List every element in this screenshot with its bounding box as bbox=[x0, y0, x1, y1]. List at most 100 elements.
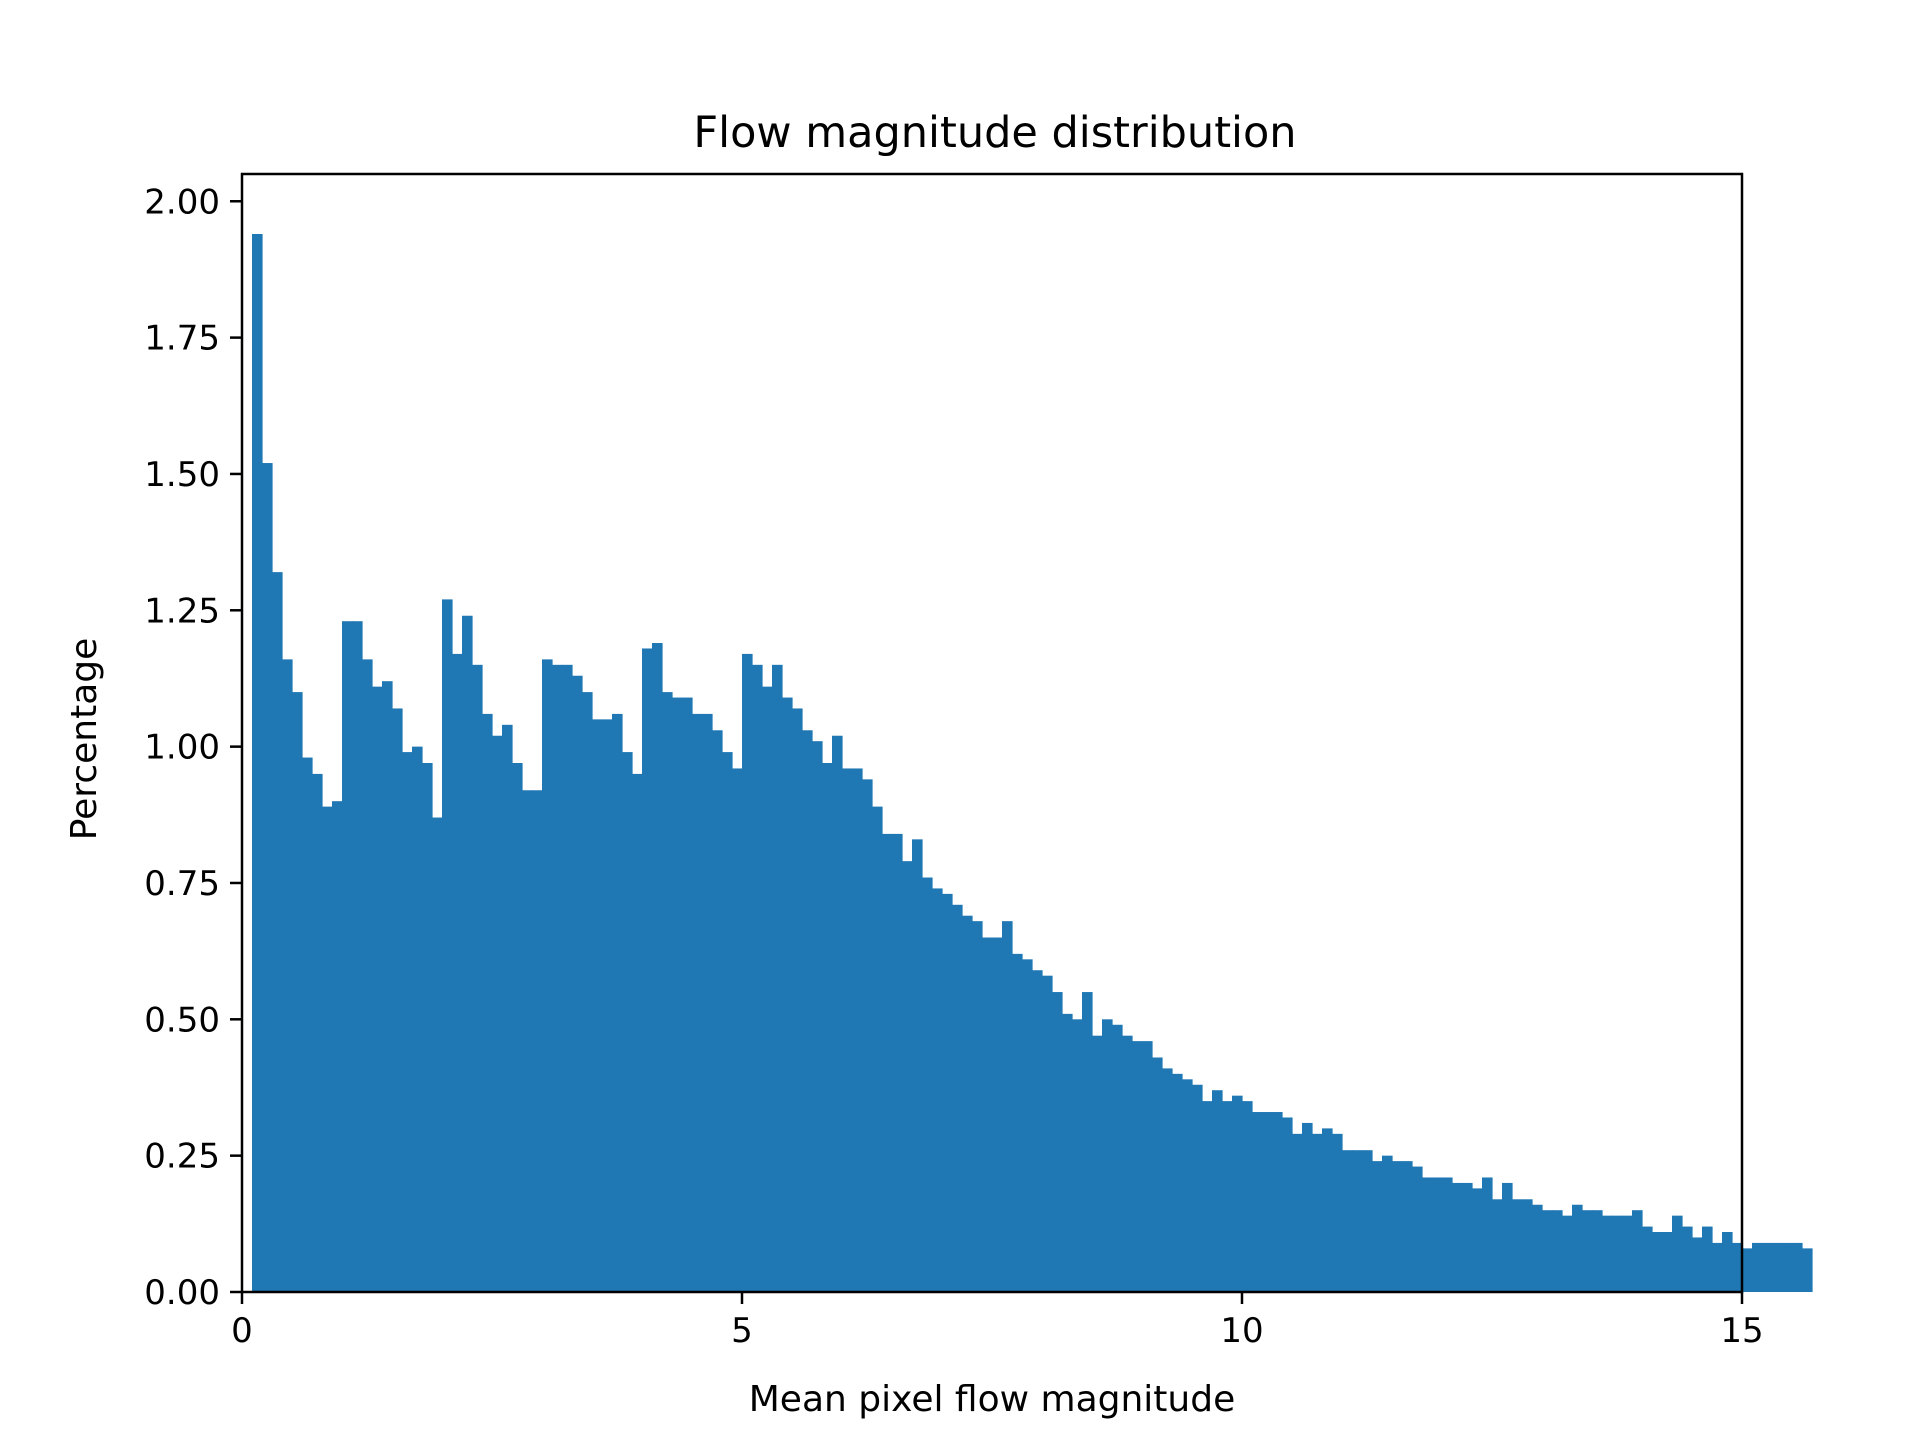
histogram-bar bbox=[652, 643, 663, 1292]
histogram-bar bbox=[1552, 1210, 1563, 1292]
histogram-bar bbox=[972, 921, 983, 1292]
histogram-bar bbox=[1012, 953, 1023, 1292]
histogram-bar bbox=[1522, 1199, 1533, 1292]
histogram-bar bbox=[342, 621, 353, 1292]
histogram-bar bbox=[1422, 1177, 1433, 1292]
x-tick-label: 10 bbox=[1220, 1311, 1263, 1351]
histogram-bar bbox=[922, 877, 933, 1292]
histogram-bar bbox=[532, 790, 543, 1292]
histogram-bar bbox=[1612, 1215, 1623, 1292]
histogram-bar bbox=[682, 697, 693, 1292]
histogram-bar bbox=[672, 697, 683, 1292]
histogram-bar bbox=[1492, 1199, 1503, 1292]
histogram-bar bbox=[622, 752, 633, 1292]
histogram-bar bbox=[372, 686, 383, 1292]
histogram-bar bbox=[312, 773, 323, 1292]
y-tick-label: 2.00 bbox=[144, 182, 220, 222]
y-tick-label: 1.00 bbox=[144, 728, 220, 768]
histogram-bar bbox=[592, 719, 603, 1292]
y-tick-label: 0.50 bbox=[144, 1000, 220, 1040]
histogram-bar bbox=[1582, 1210, 1593, 1292]
histogram-bar bbox=[952, 904, 963, 1292]
histogram-bar bbox=[462, 615, 473, 1292]
histogram-bar bbox=[1442, 1177, 1453, 1292]
histogram-bar bbox=[1142, 1041, 1153, 1292]
histogram-bar bbox=[602, 719, 613, 1292]
histogram-bar bbox=[1052, 992, 1063, 1292]
histogram-bar bbox=[1602, 1215, 1613, 1292]
histogram-bar bbox=[692, 713, 703, 1292]
histogram-bar bbox=[422, 763, 433, 1292]
histogram-bar bbox=[1002, 921, 1013, 1292]
histogram-bar bbox=[272, 572, 283, 1292]
histogram-bar bbox=[1172, 1073, 1183, 1292]
histogram-bar bbox=[712, 730, 723, 1292]
chart-title: Flow magnitude distribution bbox=[693, 108, 1296, 158]
histogram-bar bbox=[452, 653, 463, 1292]
histogram-bar bbox=[1662, 1232, 1673, 1292]
histogram-bar bbox=[542, 659, 553, 1292]
histogram-bar bbox=[352, 621, 363, 1292]
x-tick-label: 0 bbox=[231, 1311, 253, 1351]
histogram-bar bbox=[1702, 1226, 1713, 1292]
histogram-bar bbox=[1642, 1226, 1653, 1292]
histogram-bar bbox=[902, 861, 913, 1292]
histogram-bar bbox=[252, 233, 263, 1293]
histogram-bar bbox=[1062, 1013, 1073, 1292]
y-tick-label: 1.50 bbox=[144, 455, 220, 495]
histogram-bar bbox=[1162, 1068, 1173, 1292]
histogram-bar bbox=[282, 659, 293, 1292]
histogram-bar bbox=[1682, 1226, 1693, 1292]
histogram-bar bbox=[612, 713, 623, 1292]
histogram-bar bbox=[1412, 1166, 1423, 1292]
histogram-bar bbox=[1022, 959, 1033, 1292]
histogram-bar bbox=[1222, 1101, 1233, 1292]
histogram-bar bbox=[1082, 992, 1093, 1292]
histogram-bar bbox=[1112, 1024, 1123, 1292]
histogram-bar bbox=[1342, 1150, 1353, 1292]
histogram-bar bbox=[632, 773, 643, 1292]
histogram-bar bbox=[1282, 1117, 1293, 1292]
histogram-bar bbox=[1042, 975, 1053, 1292]
histogram-bar bbox=[572, 675, 583, 1292]
histogram-bar bbox=[662, 692, 673, 1292]
histogram-bar bbox=[1262, 1112, 1273, 1292]
histogram-bar bbox=[932, 888, 943, 1292]
histogram-bar bbox=[1722, 1232, 1733, 1292]
histogram-bar bbox=[1132, 1041, 1143, 1292]
histogram-bar bbox=[862, 779, 873, 1292]
histogram-bar bbox=[752, 664, 763, 1292]
y-tick-label: 0.75 bbox=[144, 864, 220, 904]
histogram-bar bbox=[812, 741, 823, 1292]
histogram-bar bbox=[1472, 1188, 1483, 1292]
histogram-bar bbox=[302, 757, 313, 1292]
histogram-bar bbox=[782, 697, 793, 1292]
histogram-bar bbox=[1272, 1112, 1283, 1292]
histogram-bar bbox=[562, 664, 573, 1292]
histogram-bar bbox=[642, 648, 653, 1292]
histogram-bar bbox=[502, 724, 513, 1292]
y-tick-label: 1.25 bbox=[144, 591, 220, 631]
x-axis-ticks: 0 5 10 15 bbox=[231, 1292, 1764, 1351]
histogram-bar bbox=[1592, 1210, 1603, 1292]
histogram-bar bbox=[872, 806, 883, 1292]
y-tick-label: 0.25 bbox=[144, 1137, 220, 1177]
x-tick-label: 15 bbox=[1720, 1311, 1763, 1351]
x-tick-label: 5 bbox=[731, 1311, 753, 1351]
histogram-bar bbox=[1072, 1019, 1083, 1292]
histogram-bar bbox=[1762, 1242, 1773, 1292]
histogram-bar bbox=[492, 735, 503, 1292]
histogram-bar bbox=[1232, 1095, 1243, 1292]
histogram-bar bbox=[582, 692, 593, 1292]
histogram-bar bbox=[1362, 1150, 1373, 1292]
histogram-bar bbox=[1352, 1150, 1363, 1292]
histogram-bar bbox=[882, 833, 893, 1292]
histogram-bar bbox=[992, 937, 1003, 1292]
histogram-bar bbox=[1622, 1215, 1633, 1292]
histogram-bar bbox=[332, 801, 343, 1292]
histogram-bar bbox=[402, 752, 413, 1292]
histogram-bar bbox=[1212, 1090, 1223, 1292]
histogram-bar bbox=[412, 746, 423, 1292]
histogram-bar bbox=[1542, 1210, 1553, 1292]
histogram-bar bbox=[832, 735, 843, 1292]
